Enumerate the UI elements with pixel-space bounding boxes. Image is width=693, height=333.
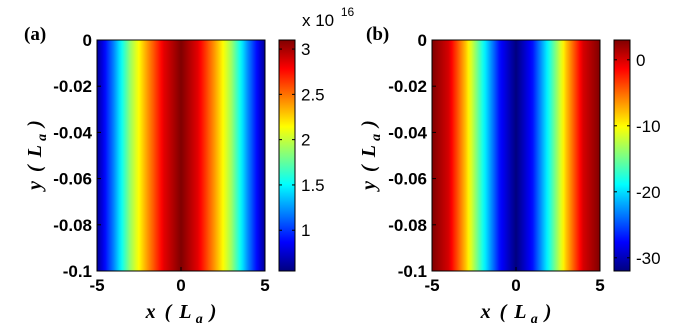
panel-a-y-axis-variable: y — [24, 181, 46, 192]
panel-b-x-axis-unit: L — [513, 301, 526, 323]
panel-b-x-axis-subscript: a — [531, 312, 538, 327]
panel-a-colorbar-exponent-base: x 10 — [302, 11, 334, 30]
panel-a-colorbar-ticks: 3 2.5 2 1.5 1 — [279, 40, 325, 240]
y-tick-label: -0.02 — [388, 77, 427, 96]
y-tick-label: 0 — [418, 31, 427, 50]
panel-b-y-ticks: 0 -0.02 -0.04 -0.06 -0.08 -0.1 — [388, 31, 436, 281]
panel-b-y-axis-label: y ( L a ) — [358, 120, 385, 192]
y-tick-label: -0.1 — [63, 262, 92, 281]
panel-a-y-axis-label: y ( L a ) — [24, 120, 51, 192]
panel-b-colorbar — [614, 40, 630, 271]
y-tick-label: -0.08 — [388, 216, 427, 235]
panel-a-heatmap — [97, 40, 265, 271]
colorbar-tick-label: 3 — [301, 40, 310, 59]
panel-a-y-axis-subscript: a — [35, 134, 50, 141]
y-tick-label: -0.06 — [388, 170, 427, 189]
panel-a-x-axis-label: x ( L a ) — [145, 301, 217, 328]
panel-a-colorbar — [279, 40, 295, 271]
panel-a-x-axis-unit: L — [178, 301, 191, 323]
panel-b-colorbar-ticks: 0 -10 -20 -30 — [614, 51, 661, 268]
colorbar-tick-label: 1.5 — [301, 176, 325, 195]
panel-a: (a) 0 -0.02 -0.04 -0.06 -0.08 -0.1 -5 0 5 y ( L… — [24, 5, 355, 328]
panel-a-y-axis-unit: L — [24, 145, 46, 158]
colorbar-tick-label: 0 — [636, 51, 645, 70]
panel-a-x-axis-variable: x — [145, 301, 156, 323]
panel-a-colorbar-exponent: x 10 16 — [302, 5, 355, 30]
y-tick-label: -0.1 — [398, 262, 427, 281]
x-tick-label: 5 — [260, 276, 269, 295]
panel-b-y-axis-unit: L — [358, 145, 380, 158]
colorbar-tick-label: -30 — [636, 249, 661, 268]
panel-b: (b) 0 -0.02 -0.04 -0.06 -0.08 -0.1 -5 0 5 y ( L… — [358, 24, 661, 328]
y-tick-label: -0.02 — [53, 77, 92, 96]
x-tick-label: 0 — [176, 276, 185, 295]
colorbar-tick-label: 2.5 — [301, 85, 325, 104]
panel-b-y-axis-variable: y — [358, 181, 380, 192]
panel-b-colorbar-frame — [613, 39, 631, 272]
panel-b-x-ticks: -5 0 5 — [424, 267, 605, 295]
colorbar-tick-label: -10 — [636, 117, 661, 136]
panel-b-heatmap — [432, 40, 600, 271]
y-tick-label: 0 — [83, 31, 92, 50]
x-tick-label: -5 — [89, 276, 104, 295]
x-tick-label: -5 — [424, 276, 439, 295]
panel-a-x-axis-subscript: a — [196, 312, 203, 327]
panel-a-label: (a) — [24, 24, 46, 45]
panel-b-y-axis-subscript: a — [369, 134, 384, 141]
x-tick-label: 5 — [595, 276, 604, 295]
x-tick-label: 0 — [511, 276, 520, 295]
y-tick-label: -0.08 — [53, 216, 92, 235]
colorbar-tick-label: -20 — [636, 183, 661, 202]
panel-b-x-axis-variable: x — [480, 301, 491, 323]
panel-b-x-axis-label: x ( L a ) — [480, 301, 552, 328]
colorbar-tick-label: 2 — [301, 131, 310, 150]
panel-b-label: (b) — [366, 24, 389, 45]
y-tick-label: -0.06 — [53, 170, 92, 189]
colorbar-tick-label: 1 — [301, 221, 310, 240]
panel-a-colorbar-frame — [278, 39, 296, 272]
panel-a-x-ticks: -5 0 5 — [89, 267, 270, 295]
y-tick-label: -0.04 — [388, 123, 427, 142]
panel-a-y-ticks: 0 -0.02 -0.04 -0.06 -0.08 -0.1 — [53, 31, 101, 281]
y-tick-label: -0.04 — [53, 123, 92, 142]
panel-a-colorbar-exponent-power: 16 — [341, 5, 355, 19]
